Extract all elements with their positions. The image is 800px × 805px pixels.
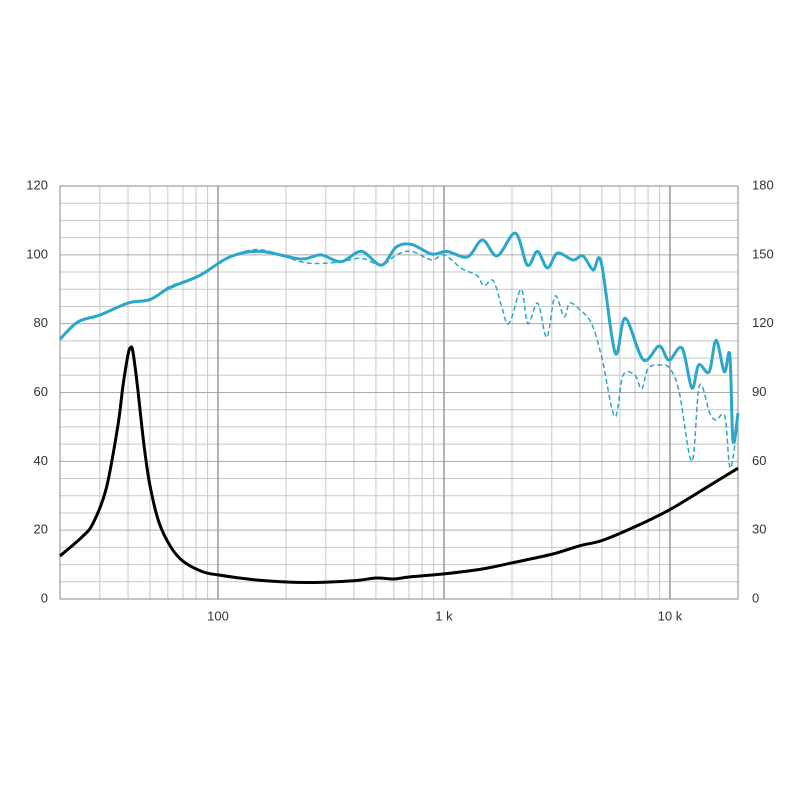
y-tick-label: 60: [34, 384, 48, 399]
y-tick-label: 80: [34, 315, 48, 330]
series-line: [58, 231, 740, 444]
x-tick-label: 100: [207, 608, 229, 623]
y-tick-label: 20: [34, 522, 48, 537]
series-line: [59, 345, 739, 584]
y-tick-label: 40: [34, 453, 48, 468]
y2-tick-label: 30: [752, 522, 766, 537]
y2-tick-label: 180: [752, 177, 774, 192]
y-tick-label: 100: [26, 246, 48, 261]
y2-tick-label: 120: [752, 315, 774, 330]
y2-tick-label: 60: [752, 453, 766, 468]
x-tick-label: 1 k: [435, 608, 453, 623]
y2-tick-label: 150: [752, 246, 774, 261]
plot-frame: [59, 185, 739, 600]
x-tick-label: 10 k: [658, 608, 683, 623]
y-tick-label: 0: [41, 590, 48, 605]
y2-tick-label: 0: [752, 590, 759, 605]
y2-tick-label: 90: [752, 384, 766, 399]
series-line: [59, 248, 739, 469]
y-tick-label: 120: [26, 177, 48, 192]
